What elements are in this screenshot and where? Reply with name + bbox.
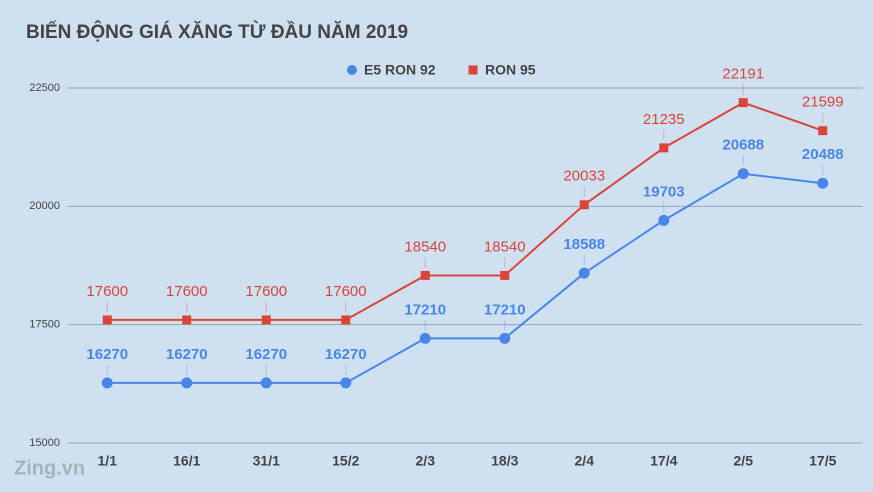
point [659,143,669,153]
data-label: 18540 [404,238,446,255]
data-label: 17210 [404,301,446,318]
legend-label: RON 95 [485,62,536,78]
legend: E5 RON 92 RON 95 [347,62,536,78]
data-label: 20688 [722,137,764,154]
data-label: 21599 [802,94,844,111]
data-label: 20033 [563,168,605,185]
series-line [107,101,824,321]
data-label: 16270 [325,346,367,363]
data-label: 20488 [802,146,844,163]
chart-title: BIẾN ĐỘNG GIÁ XĂNG TỪ ĐẦU NĂM 2019 [26,21,408,43]
y-tick-label: 17500 [29,319,60,331]
point [181,377,193,389]
x-tick-label: 1/1 [98,453,118,469]
point [101,377,113,389]
point [182,315,192,325]
data-label: 16270 [86,346,128,363]
data-label: 18540 [484,238,526,255]
point [341,315,351,325]
y-tick-label: 15000 [29,437,60,449]
point [260,377,272,389]
data-label: 17600 [325,283,367,300]
y-tick-label: 20000 [29,200,60,212]
series-line [107,172,823,384]
data-label: 17600 [166,283,208,300]
point [420,270,430,280]
data-label: 21235 [643,111,685,128]
x-tick-label: 2/5 [734,453,754,469]
point [340,377,352,389]
watermark: Zing.vn [14,457,85,479]
point [499,332,511,344]
y-tick-label: 22500 [29,82,60,94]
point [738,98,748,108]
legend-marker [468,65,478,75]
data-label: 18588 [563,236,605,253]
legend-marker [347,65,357,75]
x-tick-label: 2/4 [575,453,595,469]
point [102,315,112,325]
data-label: 19703 [643,183,685,200]
point [419,332,431,344]
data-label: 17210 [484,301,526,318]
point [500,270,510,280]
point [261,315,271,325]
data-label: 17600 [86,283,128,300]
legend-label: E5 RON 92 [364,62,436,78]
data-label: 16270 [245,346,287,363]
point [817,177,829,189]
point [737,168,749,180]
x-tick-label: 15/2 [332,453,359,469]
point [579,200,589,210]
x-tick-label: 16/1 [173,453,200,469]
point [578,267,590,279]
x-tick-label: 2/3 [416,453,436,469]
point [658,214,670,226]
x-tick-label: 17/5 [809,453,836,469]
data-label: 17600 [245,283,287,300]
data-label: 16270 [166,346,208,363]
data-label: 22191 [722,66,764,83]
point [818,126,828,136]
x-tick-label: 17/4 [650,453,677,469]
x-tick-label: 18/3 [491,453,518,469]
x-tick-label: 31/1 [253,453,280,469]
